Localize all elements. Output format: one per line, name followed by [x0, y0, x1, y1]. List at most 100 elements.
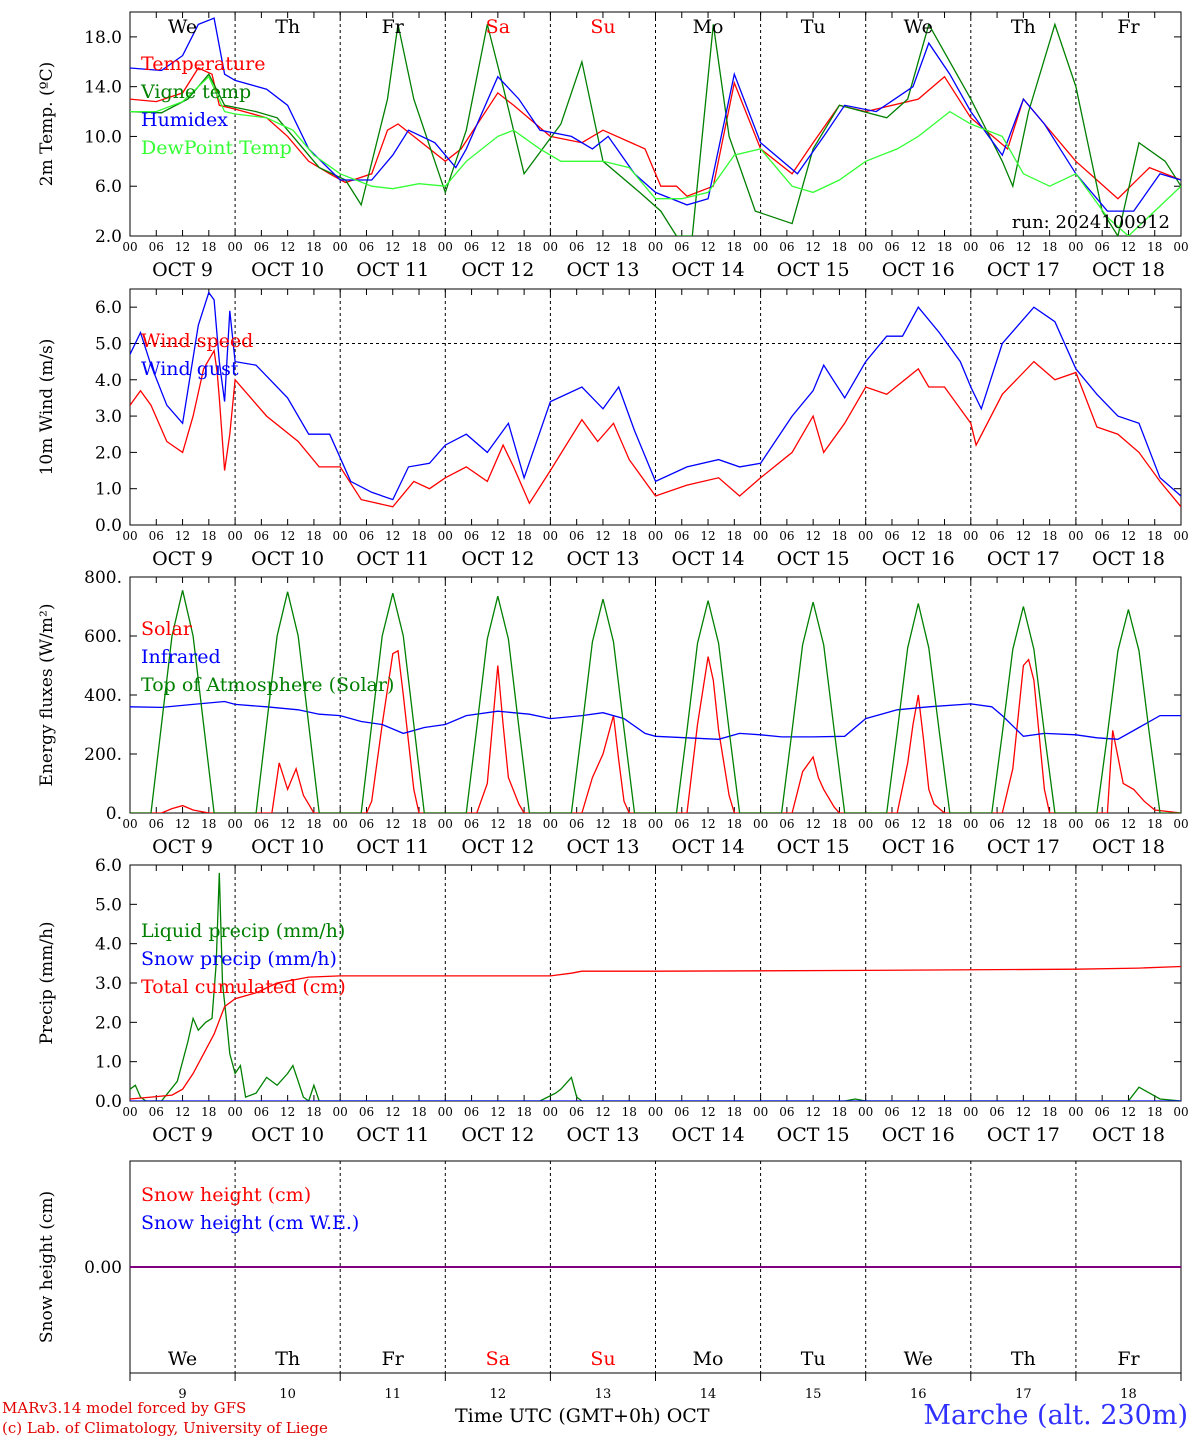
hour-label: 00 — [648, 1105, 663, 1119]
date-label: OCT 11 — [356, 836, 429, 858]
date-label: OCT 11 — [356, 1124, 429, 1146]
hour-label: 12 — [806, 817, 821, 831]
day-number: 15 — [805, 1387, 822, 1402]
hour-label: 06 — [464, 529, 479, 543]
legend-entry: Humidex — [141, 109, 228, 131]
x-axis-title: Time UTC (GMT+0h) OCT — [455, 1405, 710, 1427]
y-tick-label: 1.0 — [95, 1053, 122, 1073]
hour-label: 12 — [385, 1105, 400, 1119]
date-label: OCT 14 — [672, 548, 745, 570]
legend-entry: Vigne temp — [140, 81, 251, 103]
date-label: OCT 12 — [461, 1124, 534, 1146]
hour-label: 12 — [911, 817, 926, 831]
hour-label: 12 — [806, 1105, 821, 1119]
hour-label: 06 — [884, 817, 899, 831]
hour-label: 06 — [569, 529, 584, 543]
hour-label: 06 — [254, 817, 269, 831]
hour-label: 12 — [490, 1105, 505, 1119]
date-label: OCT 14 — [672, 1124, 745, 1146]
weekday-label: We — [168, 16, 197, 38]
hour-label: 18 — [622, 529, 637, 543]
hour-label: 18 — [1042, 1105, 1057, 1119]
hour-label: 00 — [963, 1105, 978, 1119]
hour-label: 18 — [411, 240, 426, 254]
hour-label: 00 — [1068, 817, 1083, 831]
hour-label: 18 — [411, 1105, 426, 1119]
y-tick-label: 3.0 — [95, 407, 122, 427]
date-label: OCT 10 — [251, 836, 324, 858]
hour-label: 18 — [1042, 817, 1057, 831]
date-label: OCT 10 — [251, 1124, 324, 1146]
y-tick-label: 0.00 — [84, 1258, 122, 1278]
weekday-label: We — [904, 16, 933, 38]
hour-label: 18 — [201, 240, 216, 254]
date-label: OCT 11 — [356, 259, 429, 281]
hour-label: 00 — [753, 1105, 768, 1119]
y-tick-label: 14.0 — [84, 78, 122, 98]
hour-label: 06 — [149, 1105, 164, 1119]
series-line-wind-speed — [130, 348, 1181, 508]
hour-label: 00 — [648, 529, 663, 543]
hour-label: 12 — [700, 1105, 715, 1119]
y-tick-label: 200. — [84, 745, 122, 765]
hour-label: 18 — [516, 1105, 531, 1119]
date-label: OCT 18 — [1092, 548, 1165, 570]
date-label: OCT 9 — [152, 836, 213, 858]
y-axis-label: 10m Wind (m/s) — [37, 339, 57, 476]
weekday-label-bottom: Fr — [382, 1348, 405, 1370]
date-label: OCT 14 — [672, 259, 745, 281]
hour-label: 18 — [516, 529, 531, 543]
hour-label: 18 — [1147, 529, 1162, 543]
date-label: OCT 18 — [1092, 259, 1165, 281]
hour-label: 18 — [1147, 817, 1162, 831]
y-tick-label: 6.0 — [95, 856, 122, 876]
hour-label: 12 — [385, 240, 400, 254]
y-tick-label: 5.0 — [95, 334, 122, 354]
y-tick-label: 4.0 — [95, 371, 122, 391]
hour-label: 06 — [674, 240, 689, 254]
hour-label: 12 — [806, 240, 821, 254]
hour-label: 12 — [595, 1105, 610, 1119]
y-tick-label: 10.0 — [84, 127, 122, 147]
y-tick-label: 3.0 — [95, 974, 122, 994]
hour-label: 00 — [333, 529, 348, 543]
hour-label: 12 — [700, 240, 715, 254]
hour-label: 12 — [175, 817, 190, 831]
hour-label: 12 — [385, 529, 400, 543]
hour-label: 18 — [727, 529, 742, 543]
y-axis-label: Energy fluxes (W/m²) — [37, 604, 57, 787]
run-label: run: 2024100912 — [1012, 212, 1170, 233]
hour-label: 06 — [989, 1105, 1004, 1119]
hour-label: 00 — [753, 240, 768, 254]
y-tick-label: 400. — [84, 686, 122, 706]
y-tick-label: 6.0 — [95, 177, 122, 197]
hour-label: 00 — [858, 240, 873, 254]
hour-label: 12 — [911, 240, 926, 254]
hour-label: 18 — [832, 817, 847, 831]
hour-label: 06 — [149, 529, 164, 543]
hour-label: 12 — [1016, 817, 1031, 831]
hour-label: 12 — [1016, 240, 1031, 254]
weekday-label-bottom: Mo — [693, 1348, 724, 1370]
hour-label: 18 — [832, 529, 847, 543]
date-label: OCT 15 — [777, 259, 850, 281]
series-line-vigne-temp — [130, 22, 1181, 236]
hour-label: 18 — [306, 1105, 321, 1119]
date-label: OCT 13 — [566, 259, 639, 281]
series-line-humidex — [130, 17, 1181, 212]
weekday-label: Th — [1011, 16, 1036, 38]
hour-label: 06 — [674, 529, 689, 543]
hour-label: 06 — [569, 240, 584, 254]
legend-entry: Top of Atmosphere (Solar) — [141, 674, 394, 696]
hour-label: 06 — [779, 1105, 794, 1119]
hour-label: 18 — [622, 1105, 637, 1119]
weekday-label: Tu — [801, 16, 826, 38]
legend-entry: Infrared — [141, 646, 221, 668]
hour-label: 00 — [1173, 817, 1188, 831]
hour-label: 18 — [937, 240, 952, 254]
y-tick-label: 600. — [84, 627, 122, 647]
date-label: OCT 17 — [987, 259, 1060, 281]
hour-label: 00 — [858, 1105, 873, 1119]
date-label: OCT 11 — [356, 548, 429, 570]
legend-entry: Snow height (cm) — [141, 1184, 311, 1206]
